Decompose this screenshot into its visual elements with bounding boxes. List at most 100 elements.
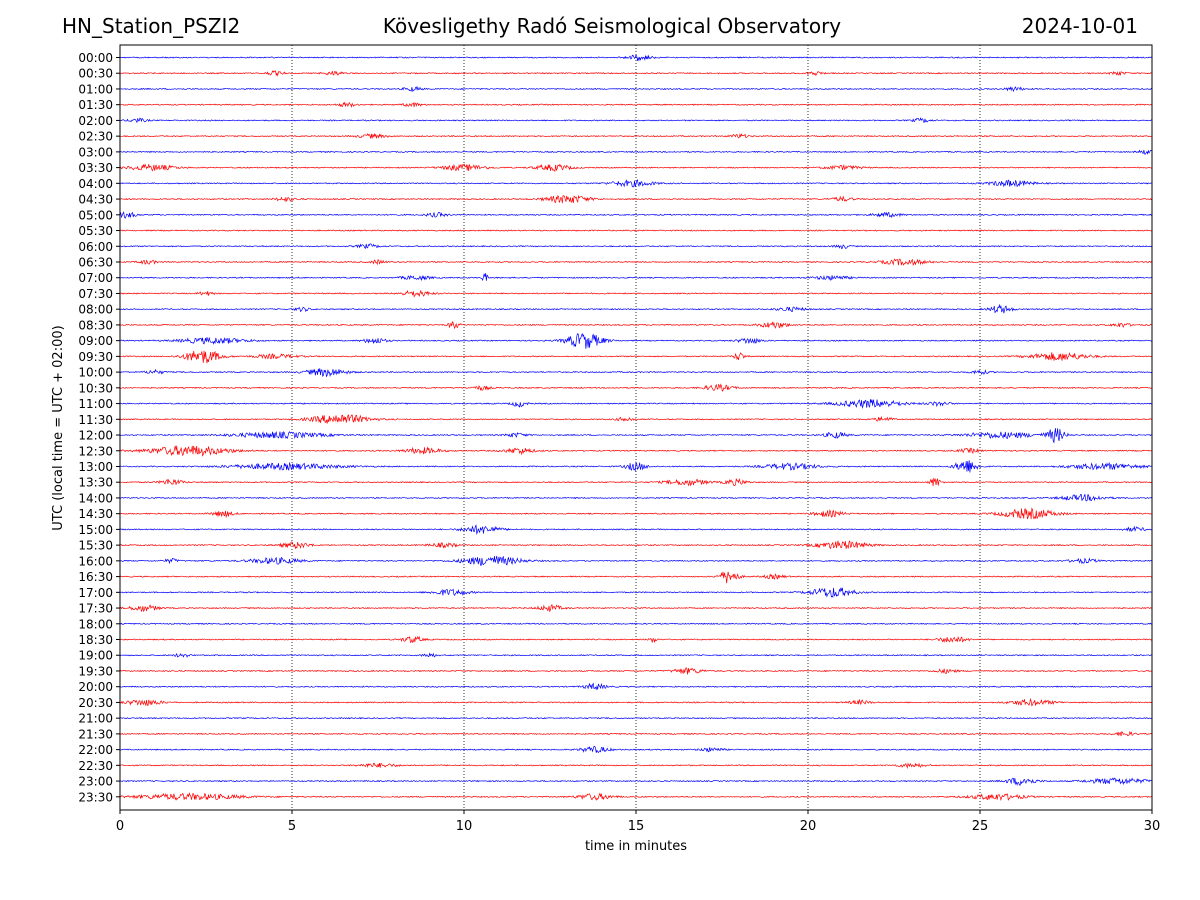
y-tick-label: 02:00	[78, 114, 113, 128]
trace-0730	[119, 289, 1153, 298]
y-tick-label: 17:30	[78, 602, 113, 616]
y-tick-label: 23:00	[78, 775, 113, 789]
trace-0830	[119, 320, 1153, 330]
trace-1230	[119, 445, 1153, 457]
y-tick-label: 07:00	[78, 271, 113, 285]
trace-1130	[119, 414, 1153, 424]
trace-1930	[119, 666, 1153, 675]
trace-1730	[119, 604, 1153, 613]
x-tick-label: 0	[116, 819, 124, 834]
trace-0600	[119, 243, 1153, 250]
y-tick-label: 14:30	[78, 507, 113, 521]
trace-1900	[119, 652, 1153, 658]
y-tick-label: 05:30	[78, 224, 113, 238]
trace-0900	[119, 332, 1153, 349]
trace-2030	[119, 697, 1153, 707]
trace-0700	[119, 273, 1153, 281]
y-tick-label: 10:00	[78, 366, 113, 380]
y-tick-label: 18:30	[78, 633, 113, 647]
y-tick-label: 13:00	[78, 460, 113, 474]
y-tick-label: 09:30	[78, 350, 113, 364]
trace-layer	[119, 54, 1153, 801]
trace-0930	[119, 350, 1153, 364]
trace-2200	[119, 745, 1153, 754]
y-tick-label: 08:30	[78, 318, 113, 332]
trace-1430	[119, 507, 1153, 520]
trace-1700	[119, 587, 1153, 598]
y-tick-label: 20:30	[78, 696, 113, 710]
trace-1630	[119, 571, 1153, 584]
trace-1530	[119, 540, 1153, 550]
trace-2000	[119, 682, 1153, 691]
y-tick-label: 16:30	[78, 570, 113, 584]
y-tick-label: 01:30	[78, 98, 113, 112]
trace-0530	[119, 229, 1153, 232]
y-tick-label: 23:30	[78, 790, 113, 804]
y-tick-label: 15:30	[78, 539, 113, 553]
trace-1330	[119, 477, 1153, 487]
trace-0330	[119, 163, 1153, 172]
trace-0500	[119, 211, 1153, 219]
trace-0230	[119, 132, 1153, 139]
x-tick-label: 25	[972, 819, 989, 834]
trace-0400	[119, 179, 1153, 188]
trace-1100	[119, 399, 1153, 409]
y-tick-label: 07:30	[78, 287, 113, 301]
y-tick-label: 14:00	[78, 491, 113, 505]
y-tick-label: 11:30	[78, 413, 113, 427]
trace-2100	[119, 717, 1153, 720]
chart-date: 2024-10-01	[1021, 14, 1138, 38]
y-tick-label: 06:00	[78, 240, 113, 254]
y-tick-label: 02:30	[78, 130, 113, 144]
trace-1800	[119, 622, 1153, 625]
y-tick-label: 04:30	[78, 193, 113, 207]
trace-1200	[119, 428, 1153, 444]
trace-0000	[119, 54, 1153, 62]
y-tick-label: 08:00	[78, 303, 113, 317]
trace-1500	[119, 524, 1153, 535]
x-tick-label: 20	[800, 819, 817, 834]
y-tick-label: 10:30	[78, 381, 113, 395]
x-tick-label: 10	[456, 819, 473, 834]
y-tick-label: 01:00	[78, 82, 113, 96]
y-tick-label: 13:30	[78, 476, 113, 490]
trace-0200	[119, 117, 1153, 124]
y-tick-label: 00:00	[78, 51, 113, 65]
trace-2130	[119, 730, 1153, 737]
y-tick-label: 19:00	[78, 649, 113, 663]
grid-layer	[291, 45, 981, 810]
trace-1400	[119, 493, 1153, 502]
y-tick-label: 19:30	[78, 664, 113, 678]
trace-0800	[119, 303, 1153, 314]
station-name: HN_Station_PSZI2	[62, 14, 241, 38]
y-tick-label: 12:00	[78, 429, 113, 443]
y-tick-label: 20:00	[78, 680, 113, 694]
y-tick-label: 15:00	[78, 523, 113, 537]
y-tick-label: 21:00	[78, 712, 113, 726]
trace-0130	[119, 101, 1153, 108]
y-tick-label: 22:30	[78, 759, 113, 773]
y-tick-label: 03:30	[78, 161, 113, 175]
y-tick-label: 06:30	[78, 255, 113, 269]
y-tick-label: 05:00	[78, 208, 113, 222]
y-tick-label: 03:00	[78, 145, 113, 159]
trace-0100	[119, 86, 1153, 92]
x-tick-label: 15	[628, 819, 645, 834]
y-tick-label: 11:00	[78, 397, 113, 411]
trace-1030	[119, 383, 1153, 392]
chart-title: Kövesligethy Radó Seismological Observat…	[382, 14, 842, 38]
y-tick-label: 22:00	[78, 743, 113, 757]
trace-2300	[119, 777, 1153, 786]
y-tick-label: 21:30	[78, 727, 113, 741]
x-tick-label: 30	[1144, 819, 1161, 834]
y-tick-label: 09:00	[78, 334, 113, 348]
y-tick-label: 04:00	[78, 177, 113, 191]
x-axis-label: time in minutes	[585, 839, 687, 854]
trace-0030	[119, 70, 1153, 77]
y-tick-label: 18:00	[78, 617, 113, 631]
trace-0430	[119, 194, 1153, 204]
y-tick-label: 17:00	[78, 586, 113, 600]
trace-1600	[119, 555, 1153, 566]
trace-2230	[119, 762, 1153, 769]
